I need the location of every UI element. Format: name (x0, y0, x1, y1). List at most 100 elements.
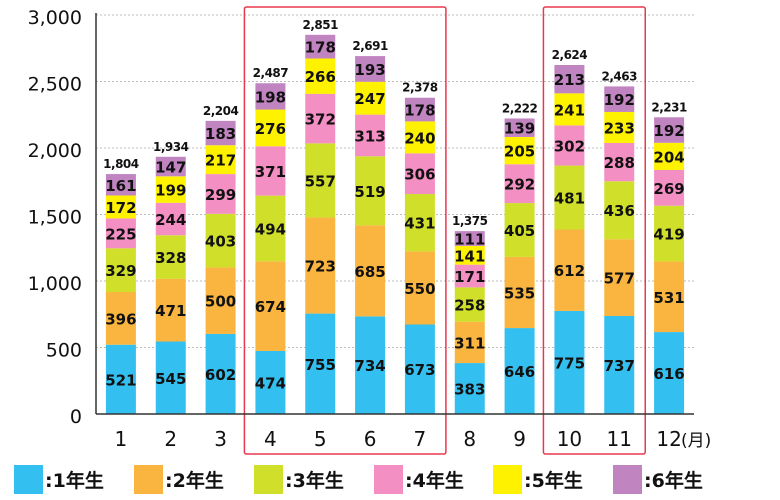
bar-segment (205, 120, 236, 146)
bar-value-label: 494 (255, 220, 286, 238)
highlight-layer (243, 6, 647, 455)
bar-segment (554, 229, 585, 311)
bar-segment (504, 164, 535, 204)
bar-segment (504, 256, 535, 329)
legend-item: :5年生 (493, 465, 583, 494)
bar-value-label: 673 (404, 361, 435, 379)
bar-value-label: 616 (653, 365, 684, 383)
bar-segment (255, 146, 286, 196)
bar-total-label: 2,463 (602, 69, 638, 83)
bar-value-label: 535 (504, 285, 535, 303)
bar-value-label: 734 (354, 357, 385, 375)
bar-value-label: 269 (653, 180, 684, 198)
bar-value-label: 531 (653, 289, 684, 307)
legend-label: :2年生 (165, 469, 224, 492)
x-tick-label: 7 (414, 427, 427, 451)
bar-total-label: 2,222 (502, 101, 538, 115)
bar-value-label: 674 (255, 298, 286, 316)
x-tick-label: 5 (314, 427, 327, 451)
legend: :1年生:2年生:3年生:4年生:5年生:6年生 (14, 465, 703, 494)
bar-value-label: 383 (454, 381, 485, 399)
bar-segment (355, 156, 386, 226)
bar-value-label: 306 (404, 166, 435, 184)
bar-segment (654, 332, 685, 414)
legend-label: :5年生 (524, 469, 583, 492)
bar-segment (454, 264, 485, 288)
bar-segment (205, 174, 236, 214)
bar-segment (604, 239, 635, 316)
bar-segment (604, 315, 635, 414)
bar-segment (504, 118, 535, 137)
bar-value-label: 557 (305, 172, 336, 190)
bar-total-label: 2,231 (651, 100, 687, 114)
x-tick-label: 8 (463, 427, 476, 451)
bar-value-label: 178 (305, 39, 336, 57)
y-tick-label: 0 (70, 406, 82, 428)
x-tick-label: 12 (656, 427, 681, 451)
bar-segment (454, 363, 485, 414)
bar-value-label: 161 (105, 177, 136, 195)
legend-swatch (374, 465, 403, 494)
bar-segment (355, 114, 386, 157)
bar-segment (205, 267, 236, 334)
bar-segment (554, 310, 585, 414)
bar-value-label: 276 (255, 120, 286, 138)
bar-segment (654, 261, 685, 333)
bar-value-label: 436 (604, 202, 635, 220)
legend-swatch (493, 465, 522, 494)
bar-segment (105, 292, 136, 345)
x-tick-label: 9 (513, 427, 526, 451)
bar-segment (155, 341, 186, 414)
bar-segment (255, 83, 286, 110)
highlight-box (243, 6, 447, 455)
bar-value-label: 141 (454, 247, 485, 265)
bar-segment (305, 313, 336, 414)
bar-total-label: 2,378 (402, 81, 438, 95)
bar-segment (255, 350, 286, 414)
bar-segment (654, 117, 685, 143)
bar-segment (205, 145, 236, 175)
bar-segment (504, 328, 535, 414)
bar-value-label: 233 (604, 119, 635, 137)
bar-value-label: 519 (354, 183, 385, 201)
bar-value-label: 685 (354, 263, 385, 281)
bar-total-label: 2,624 (552, 48, 588, 62)
bar-value-label: 217 (205, 152, 236, 170)
bar-total-label: 2,851 (303, 18, 339, 32)
legend-swatch (254, 465, 283, 494)
bar-segment (255, 261, 286, 351)
bar-segment (105, 248, 136, 293)
bar-value-label: 371 (255, 163, 286, 181)
bar-value-label: 292 (504, 176, 535, 194)
bar-value-label: 258 (454, 297, 485, 315)
bar-segment (355, 316, 386, 414)
bar-total-label: 2,691 (352, 39, 388, 53)
legend-swatch (134, 465, 163, 494)
bar-segment (155, 278, 186, 342)
bar-value-label: 193 (354, 61, 385, 79)
bar-value-label: 183 (205, 125, 236, 143)
y-tick-label: 1,000 (28, 273, 82, 295)
bar-segment (404, 97, 435, 122)
legend-swatch (613, 465, 642, 494)
bar-value-label: 313 (354, 127, 385, 145)
bar-value-label: 111 (454, 231, 485, 249)
bar-segment (155, 176, 186, 203)
bar-segment (355, 81, 386, 115)
bar-segment (355, 56, 386, 82)
legend-label: :1年生 (45, 469, 104, 492)
bar-segment (454, 231, 485, 246)
bar-value-label: 500 (205, 293, 236, 311)
legend-swatch (14, 465, 43, 494)
bar-value-label: 225 (105, 225, 136, 243)
bar-value-label: 405 (504, 222, 535, 240)
bar-segment (155, 202, 186, 236)
bar-segment (404, 194, 435, 252)
bar-value-label: 288 (604, 154, 635, 172)
x-tick-label: 11 (607, 427, 632, 451)
bar-segment (105, 218, 136, 249)
bar-value-label: 775 (554, 354, 585, 372)
bar-value-label: 199 (155, 182, 186, 200)
